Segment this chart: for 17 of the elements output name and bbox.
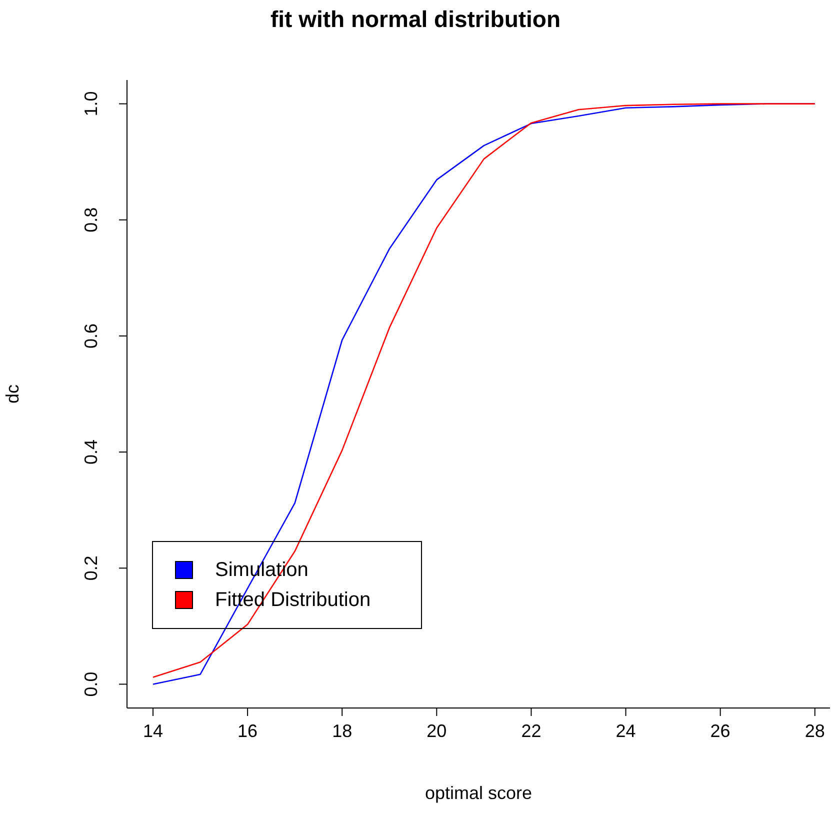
y-tick-label: 0.0 xyxy=(81,672,101,697)
x-tick-label: 22 xyxy=(521,720,542,741)
chart-title: fit with normal distribution xyxy=(269,6,562,33)
y-axis-title: dc xyxy=(2,384,22,404)
x-tick-label: 26 xyxy=(710,720,730,741)
x-tick-label: 20 xyxy=(426,720,447,741)
x-tick-label: 24 xyxy=(616,720,636,741)
x-tick-label: 18 xyxy=(332,720,352,741)
x-tick-label: 16 xyxy=(238,720,258,741)
y-tick-label: 0.6 xyxy=(81,323,101,348)
y-tick-label: 0.8 xyxy=(81,207,101,232)
x-tick-label: 14 xyxy=(142,720,164,741)
y-tick-label: 1.0 xyxy=(81,91,101,116)
x-tick-label: 28 xyxy=(804,720,825,741)
x-axis-title: optimal score xyxy=(424,783,532,803)
y-tick-label: 0.4 xyxy=(81,440,101,465)
y-tick-label: 0.2 xyxy=(81,556,101,581)
